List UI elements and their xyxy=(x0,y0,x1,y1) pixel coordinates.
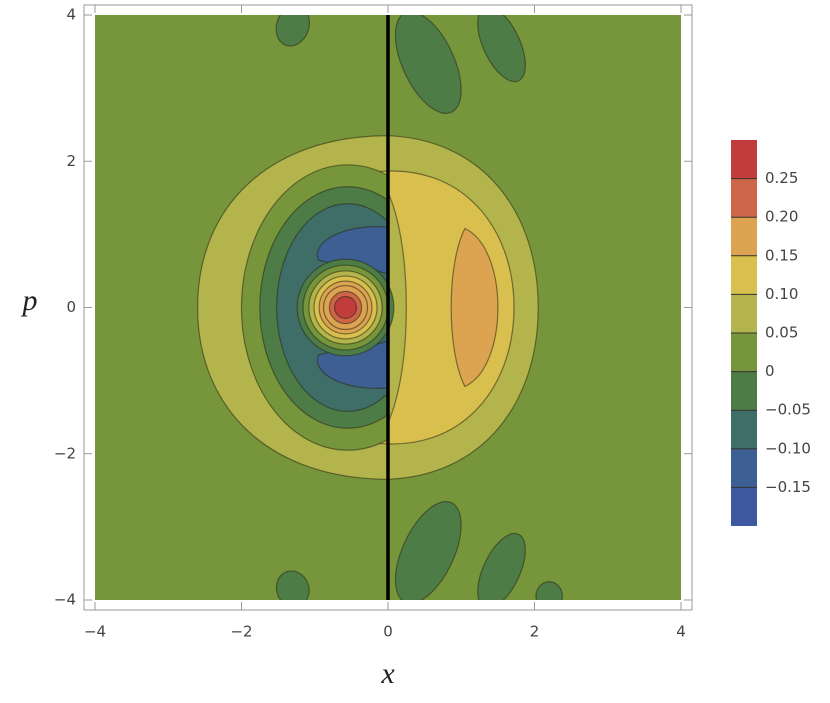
colorbar-band xyxy=(731,255,757,295)
colorbar-band xyxy=(731,448,757,488)
contour-region xyxy=(477,532,526,600)
colorbar-label: 0 xyxy=(765,362,775,380)
x-tick-label: −2 xyxy=(230,623,252,641)
y-tick-label: 0 xyxy=(66,298,76,316)
contour-region xyxy=(275,15,311,47)
colorbar-band xyxy=(731,217,757,256)
colorbar-label: 0.15 xyxy=(765,246,798,264)
colorbar-label: 0.05 xyxy=(765,324,798,342)
colorbar-band xyxy=(731,178,757,218)
colorbar-label: −0.10 xyxy=(765,439,811,457)
y-tick-label: 2 xyxy=(66,152,76,170)
colorbar-label: −0.05 xyxy=(765,401,811,419)
x-axis-label: x xyxy=(380,657,395,690)
colorbar-label: 0.25 xyxy=(765,169,798,187)
colorbar-band xyxy=(731,371,757,411)
contour-region xyxy=(535,581,563,600)
colorbar-band xyxy=(731,333,757,372)
contour-region xyxy=(450,227,499,388)
colorbar-label: 0.10 xyxy=(765,285,798,303)
y-tick-label: −4 xyxy=(54,591,76,609)
x-tick-label: −4 xyxy=(84,623,106,641)
y-tick-label: −2 xyxy=(54,444,76,462)
x-tick-label: 0 xyxy=(383,623,393,641)
colorbar-band xyxy=(731,487,757,526)
y-tick-label: 4 xyxy=(66,6,76,24)
x-tick-label: 4 xyxy=(676,623,686,641)
y-axis-label: p xyxy=(21,284,38,317)
colorbar-band xyxy=(731,410,757,449)
x-tick-label: 2 xyxy=(530,623,540,641)
colorbar-label: 0.20 xyxy=(765,208,798,226)
contour-region xyxy=(394,15,462,114)
contour-region xyxy=(275,570,310,600)
contour-region xyxy=(333,296,358,319)
colorbar-band xyxy=(731,294,757,333)
contour-region xyxy=(394,501,462,600)
colorbar-label: −0.15 xyxy=(765,478,811,496)
contour-region xyxy=(477,15,526,83)
colorbar-band xyxy=(731,140,757,179)
